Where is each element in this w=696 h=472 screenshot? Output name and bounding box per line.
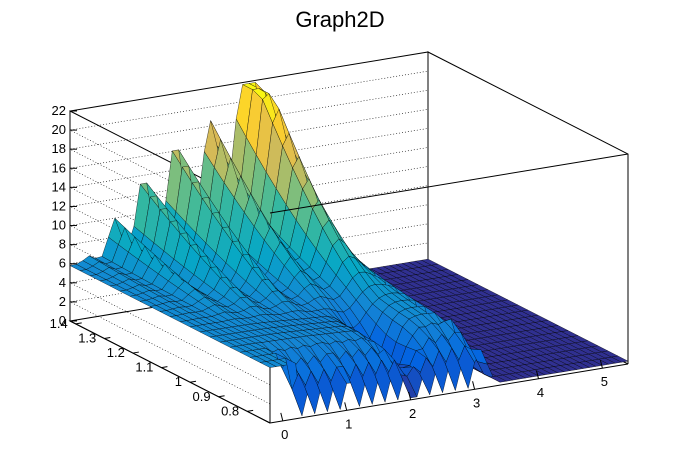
x-tick-mark [472,381,476,390]
y-tick-mark [247,409,254,412]
x-tick-mark [536,370,539,379]
z-tick-label: 14 [52,179,66,194]
z-tick-label: 2 [59,294,66,309]
y-tick-mark [189,380,197,383]
z-tick-label: 0 [59,313,66,328]
y-tick-mark [161,366,168,369]
z-tick-label: 12 [52,198,66,213]
x-tick-label: 1 [345,416,352,431]
z-tick-label: 22 [52,103,66,118]
x-axis-ticks: 0 1 2 3 4 5 [280,360,608,442]
z-tick-label: 10 [52,218,66,233]
y-tick-label: 1.3 [78,330,96,345]
y-axis-ticks: 0.8 0.9 1 1.1 1.2 1.3 1.4 [50,316,271,424]
z-axis-ticks: 0 2 4 6 8 10 12 14 16 18 20 22 [52,103,77,328]
x-axis-line [269,363,629,424]
y-tick-mark [132,351,139,354]
x-tick-label: 2 [409,406,416,421]
z-tick-label: 6 [59,256,66,271]
y-tick-label: 1.4 [50,316,68,331]
y-axis-line [69,320,271,424]
z-tick-label: 20 [52,122,66,137]
surface-cell [611,355,629,363]
x-tick-mark [280,412,284,422]
x-tick-label: 3 [473,395,480,410]
surface-mesh [69,82,629,416]
y-tick-label: 0.8 [221,403,239,418]
z-tick-label: 16 [52,160,66,175]
chart-title: Graph2D [295,7,384,32]
y-tick-mark [104,336,111,339]
y-tick-label: 1.2 [107,345,125,360]
z-tick-label: 18 [52,141,66,156]
z-tick-label: 4 [59,275,66,290]
y-tick-mark [218,395,225,398]
x-tick-label: 4 [537,385,544,400]
y-tick-label: 1.1 [135,360,153,375]
front-box-edges [269,153,629,424]
x-tick-mark [599,360,603,369]
x-tick-label: 0 [281,427,288,442]
x-tick-label: 5 [601,374,608,389]
front-top-edge [269,153,629,214]
x-tick-mark [344,402,348,411]
y-tick-label: 1 [175,374,182,389]
y-tick-mark [75,322,82,325]
x-tick-mark [408,391,412,400]
z-tick-label: 8 [59,237,66,252]
y-tick-label: 0.9 [192,389,210,404]
